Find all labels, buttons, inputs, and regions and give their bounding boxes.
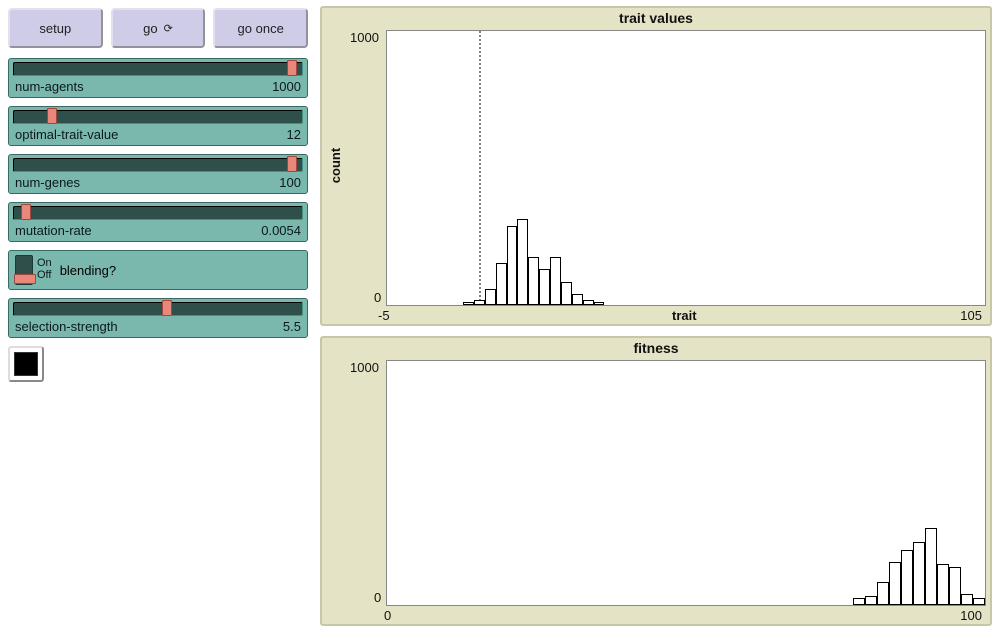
hist-bar [594,302,605,305]
plot2-xmax: 100 [960,608,982,623]
hist-bar [507,226,518,305]
target-vline [479,31,481,305]
slider-name: mutation-rate [15,223,92,238]
hist-bar [485,289,496,305]
go-button[interactable]: go ⟳ [111,8,206,48]
hist-bar [901,550,913,605]
hist-bar [865,596,877,605]
slider-name: selection-strength [15,319,118,334]
slider-selection-strength[interactable]: selection-strength 5.5 [8,298,308,338]
hist-bar [925,528,937,605]
hist-bar [539,269,550,305]
go-once-button-label: go once [238,21,284,36]
slider-thumb[interactable] [47,108,57,124]
slider-thumb[interactable] [162,300,172,316]
slider-value: 12 [287,127,301,142]
plot1-ylabel: count [328,148,343,183]
slider-thumb[interactable] [287,60,297,76]
go-button-label: go [143,21,157,36]
slider-mutation-rate[interactable]: mutation-rate 0.0054 [8,202,308,242]
plot-trait-values: trait values count 1000 0 -5 trait 105 [320,6,992,326]
hist-bar [561,282,572,305]
hist-bar [474,300,485,305]
slider-name: num-genes [15,175,80,190]
slider-num-genes[interactable]: num-genes 100 [8,154,308,194]
setup-button-label: setup [39,21,71,36]
plot1-xmax: 105 [960,308,982,323]
slider-value: 1000 [272,79,301,94]
hist-bar [913,542,925,605]
plot2-area [386,360,986,606]
switch-blending[interactable]: OnOff blending? [8,250,308,290]
sliders-host: num-agents 1000 optimal-trait-value 12 num-g… [8,58,308,338]
slider-thumb[interactable] [287,156,297,172]
hist-bar [877,582,889,605]
hist-bar [496,263,507,305]
hist-bar [528,257,539,305]
plots-panel: trait values count 1000 0 -5 trait 105 f… [320,6,992,636]
plot1-area [386,30,986,306]
slider-optimal-trait-value[interactable]: optimal-trait-value 12 [8,106,308,146]
hist-bar [853,598,865,605]
hist-bar [949,567,961,605]
plot2-ymax: 1000 [350,360,379,375]
hist-bar [583,300,594,305]
plot-fitness: fitness 1000 0 0 100 [320,336,992,626]
hist-bar [463,302,474,305]
color-picker[interactable] [8,346,44,382]
slider-label-row: num-agents 1000 [15,79,301,94]
plot1-xmin: -5 [378,308,390,323]
switch-state-labels: OnOff [37,258,52,281]
switch-off-label: Off [37,270,52,282]
slider-track[interactable] [13,158,303,172]
switch-toggle[interactable] [15,255,33,285]
hist-bar [550,257,561,305]
go-once-button[interactable]: go once [213,8,308,48]
slider-num-agents[interactable]: num-agents 1000 [8,58,308,98]
plot2-xmin: 0 [384,608,391,623]
hist-bar [973,598,985,605]
slider-thumb[interactable] [21,204,31,220]
hist-bar [937,564,949,605]
slider-value: 0.0054 [261,223,301,238]
plot1-title: trait values [322,8,990,26]
switch-label: blending? [60,263,116,278]
slider-track[interactable] [13,302,303,316]
slider-track[interactable] [13,206,303,220]
plot1-ymax: 1000 [350,30,379,45]
slider-label-row: selection-strength 5.5 [15,319,301,334]
hist-bar [961,594,973,605]
plot1-xlabel: trait [672,308,697,323]
controls-panel: setup go ⟳ go once num-agents 1000 optimal… [8,8,308,382]
hist-bar [572,294,583,305]
setup-button[interactable]: setup [8,8,103,48]
hist-bar [889,562,901,605]
slider-name: num-agents [15,79,84,94]
slider-value: 100 [279,175,301,190]
plot1-ymin: 0 [374,290,381,305]
slider-label-row: num-genes 100 [15,175,301,190]
hist-bar [517,219,528,305]
slider-track[interactable] [13,62,303,76]
slider-label-row: mutation-rate 0.0054 [15,223,301,238]
color-swatch [14,352,38,376]
slider-value: 5.5 [283,319,301,334]
button-row: setup go ⟳ go once [8,8,308,48]
slider-name: optimal-trait-value [15,127,118,142]
slider-label-row: optimal-trait-value 12 [15,127,301,142]
switch-handle[interactable] [14,274,36,284]
plot2-title: fitness [322,338,990,356]
plot2-ymin: 0 [374,590,381,605]
cycle-icon: ⟳ [164,22,173,35]
